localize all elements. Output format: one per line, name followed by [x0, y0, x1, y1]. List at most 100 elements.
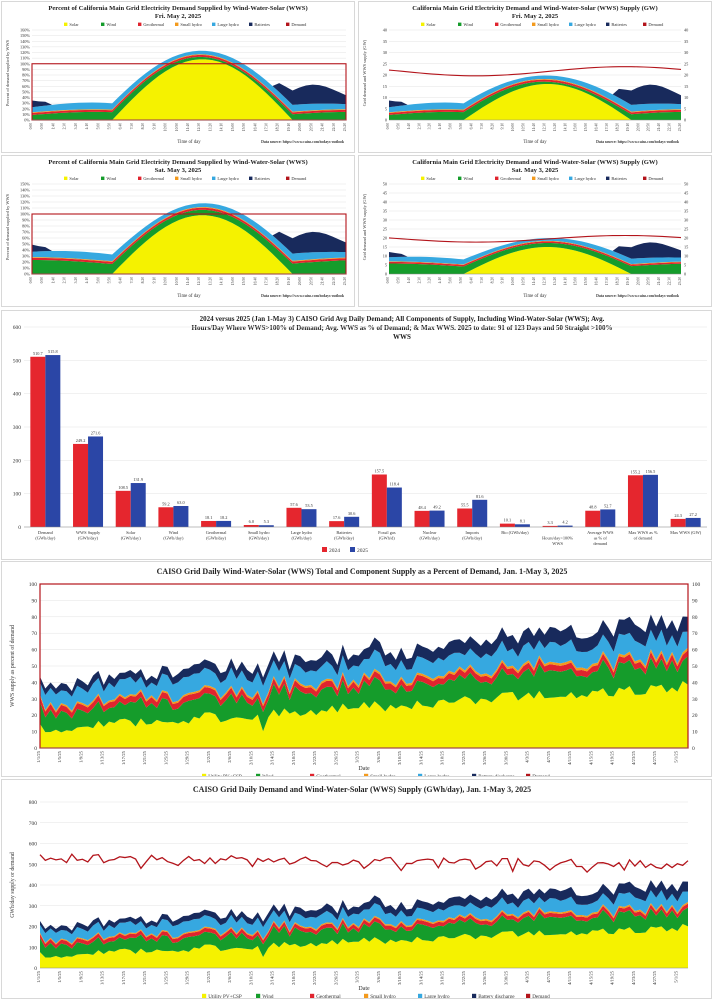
legend-swatch-5 — [606, 176, 610, 180]
y2-tick-label: 70 — [692, 631, 698, 637]
bar-2024 — [286, 507, 302, 527]
y-tick-label: 0 — [385, 118, 387, 123]
y2-tick-label: 10 — [692, 730, 698, 736]
y2-tick-label: 35 — [684, 39, 688, 44]
x-tick-label: 5:50 — [108, 277, 112, 284]
x-tick-label: 12:30 — [197, 123, 201, 131]
y2-tick-label: 90 — [692, 598, 698, 604]
y2-tick-label: 50 — [692, 664, 698, 670]
x-tick-label: 4/27/25 — [652, 970, 657, 985]
y-axis-label: Percent of demand supplied by WWS — [5, 39, 10, 106]
legend-label-4: Large hydro — [574, 22, 596, 27]
legend-swatch-5 — [472, 993, 477, 998]
x-tick-label: 4:10 — [85, 277, 89, 284]
x-tick-label: 4/7/25 — [546, 750, 551, 762]
x-tick-label: 22:30 — [332, 277, 336, 285]
x-tick-label: 4/3/25 — [525, 750, 530, 762]
bar-2025 — [514, 524, 530, 527]
x-tick-label: 3/22/25 — [461, 750, 466, 765]
x-tick-label: 2/18/25 — [291, 750, 296, 765]
bar-2024 — [670, 518, 686, 527]
category-label: Batteries — [336, 530, 352, 535]
bar-2025 — [258, 525, 274, 527]
legend-label-5: Batteries — [611, 176, 627, 181]
category-label: Nuclear — [423, 530, 437, 535]
y-tick-label: 5 — [385, 106, 387, 111]
x-tick-label: 17:30 — [605, 277, 609, 285]
x-tick-label: 10:00 — [164, 123, 168, 131]
y-tick-label: 80 — [32, 615, 38, 621]
x-tick-label: 17:30 — [605, 123, 609, 131]
category-label: (GWh/day) — [121, 536, 142, 541]
chart-panel-daily-gwh: CAISO Grid Daily Demand and Wind-Water-S… — [1, 779, 712, 999]
x-tick-label: 1/9/25 — [78, 970, 83, 982]
x-tick-label: 4/27/25 — [652, 750, 657, 765]
y-tick-label: 10 — [383, 95, 387, 100]
legend-label-1: Wind — [106, 22, 116, 27]
y-tick-label: 20% — [22, 260, 30, 265]
x-tick-label: 22:30 — [668, 277, 672, 285]
bar-2025 — [386, 487, 402, 527]
y2-tick-label: 100 — [692, 582, 701, 588]
data-label-2025: 156.5 — [646, 469, 656, 474]
x-tick-label: 5:50 — [459, 123, 463, 130]
x-tick-label: 15:50 — [242, 277, 246, 285]
category-label: Hours/day>100% — [542, 536, 573, 541]
legend-swatch-2024 — [322, 547, 327, 552]
y-tick-label: 0 — [34, 966, 37, 972]
legend-swatch-2 — [495, 22, 499, 26]
legend-label-1: Wind — [262, 994, 274, 998]
utility-pv-area — [40, 681, 688, 748]
demand-line — [388, 234, 682, 243]
y-tick-label: 80% — [22, 73, 30, 78]
x-tick-label: 5/1/25 — [673, 750, 678, 762]
legend-swatch-3 — [532, 176, 536, 180]
x-tick-label: 0:00 — [29, 277, 33, 284]
data-source-note: Data source: https://www.caiso.com/today… — [261, 294, 345, 298]
y-tick-label: 500 — [29, 862, 38, 868]
chart-daily-pct: CAISO Grid Daily Wind-Water-Solar (WWS) … — [9, 567, 701, 776]
legend-swatch-4 — [212, 176, 216, 180]
x-tick-label: 2/6/25 — [227, 750, 232, 762]
x-tick-label: 14:10 — [563, 277, 567, 285]
x-tick-label: 15:50 — [242, 123, 246, 131]
solar-area — [32, 215, 346, 274]
category-label: Small hydro — [248, 530, 270, 535]
legend-label-3: Small hydro — [370, 774, 396, 776]
y-axis-label: Percent of demand supplied by WWS — [5, 193, 10, 260]
x-tick-label: 4/15/25 — [588, 750, 593, 765]
y-tick-label: 40 — [32, 680, 38, 686]
y-tick-label: 40% — [22, 248, 30, 253]
x-tick-label: 20:50 — [647, 277, 651, 285]
y2-tick-label: 30 — [692, 697, 698, 703]
bar-2024 — [243, 525, 259, 527]
legend-label-4: Large hydro — [217, 22, 239, 27]
category-label: (GWh/day) — [78, 536, 99, 541]
wind-area — [389, 81, 681, 120]
x-tick-label: 2/6/25 — [227, 970, 232, 982]
x-tick-label: 23:20 — [678, 123, 682, 131]
batteries-area — [32, 50, 346, 108]
category-label: Imports — [465, 530, 479, 535]
data-label-2024: 6.0 — [249, 519, 254, 524]
legend-label-2: Geothermal — [500, 22, 522, 27]
legend-label-2: Geothermal — [316, 994, 341, 998]
x-axis-label: Date — [358, 766, 370, 772]
x-tick-label: 10:00 — [511, 277, 515, 285]
y-tick-label: 100 — [29, 945, 38, 951]
legend-swatch-3 — [364, 773, 369, 776]
x-tick-label: 2:30 — [63, 123, 67, 130]
x-tick-label: 11:40 — [186, 277, 190, 285]
x-tick-label: 3/2/25 — [355, 970, 360, 982]
x-axis-label: Time of day — [177, 140, 201, 145]
x-tick-label: 13:20 — [553, 277, 557, 285]
legend-swatch-0 — [64, 22, 68, 26]
legend-swatch-1 — [458, 176, 462, 180]
x-tick-label: 9:10 — [501, 277, 505, 284]
legend-label-4: Large hydro — [574, 176, 596, 181]
x-tick-label: 3:20 — [74, 277, 78, 284]
legend-swatch-2 — [495, 176, 499, 180]
data-label-2025: 52.7 — [604, 503, 612, 508]
data-label-2024: 59.2 — [162, 501, 170, 506]
bar-2024 — [542, 525, 558, 527]
